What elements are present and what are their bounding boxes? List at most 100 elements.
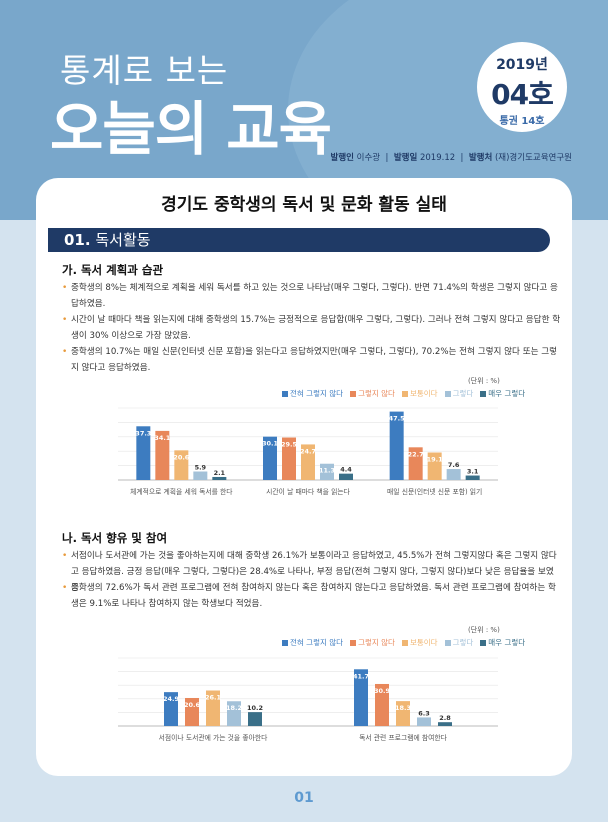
chart-bar <box>155 430 170 480</box>
org-label: 발행처 <box>468 153 493 163</box>
bullet-a-1-text: 중학생의 8%는 체계적으로 계획을 세워 독서를 하고 있는 것으로 나타남(… <box>71 283 558 309</box>
chart-bar <box>206 690 220 726</box>
bar-value-label: 29.5 <box>281 441 298 449</box>
chart-bar <box>185 697 199 726</box>
issue-volume: 통권 14호 <box>499 116 545 127</box>
legend-label: 그렇다 <box>452 638 474 647</box>
chart-bar <box>164 692 178 726</box>
bar-value-label: 22.7 <box>408 450 424 458</box>
legend-item: 매우 그렇다 <box>480 388 525 399</box>
bar-value-label: 4.4 <box>340 466 352 474</box>
chart-bar <box>465 475 480 480</box>
chart-bar <box>408 447 423 480</box>
legend-item: 그렇지 않다 <box>350 637 395 648</box>
bullet-a-2-text: 시간이 날 때마다 책을 읽는지에 대해 중학생의 15.7%는 긍정적으로 응… <box>71 315 561 341</box>
bar-value-label: 24.7 <box>300 447 316 455</box>
category-label: 매일 신문(인터넷 신문 포함) 읽기 <box>387 487 482 496</box>
chart-bar <box>212 476 227 480</box>
chart-bar <box>301 444 315 480</box>
legend-label: 매우 그렇다 <box>488 638 526 647</box>
publication-info: 발행인 이수광 | 발행일 2019.12 | 발행처 (재)경기도교육연구원 <box>330 153 573 163</box>
masthead: 통계로 보는 오늘의 교육 2019년 04호 통권 14호 발행인 이수광 |… <box>0 0 608 220</box>
masthead-title-large: 오늘의 교육 <box>50 95 332 163</box>
issue-year: 2019년 <box>496 57 548 73</box>
page-number: 01 <box>294 790 314 806</box>
publish-date: 2019.12 <box>419 153 456 163</box>
chart-bar <box>427 452 442 480</box>
bar-value-label: 20.6 <box>173 453 190 461</box>
masthead-title-small: 통계로 보는 <box>60 51 229 90</box>
issue-badge: 2019년 04호 통권 14호 <box>477 42 567 132</box>
chart1-legend: 전혀 그렇지 않다 그렇지 않다 보통이다 그렇다 매우 그렇다 <box>282 388 525 399</box>
legend-label: 그렇지 않다 <box>358 389 395 398</box>
chart-bar <box>227 701 241 726</box>
bar-value-label: 2.1 <box>214 469 226 477</box>
bullet-b-2-text: 중학생의 72.6%가 독서 관련 프로그램에 전혀 참여하지 않는다 혹은 참… <box>71 583 556 609</box>
section-title: 독서활동 <box>95 231 151 249</box>
bar-value-label: 3.1 <box>467 468 479 476</box>
legend-swatch <box>480 639 487 646</box>
legend-item: 전혀 그렇지 않다 <box>282 388 343 399</box>
bullet-a-3-text: 중학생의 10.7%는 매일 신문(인터넷 신문 포함)을 읽는다고 응답하였지… <box>71 347 558 373</box>
legend-item: 그렇지 않다 <box>350 388 395 399</box>
chart-bar <box>193 471 208 480</box>
legend-swatch <box>401 390 408 397</box>
legend-item: 그렇다 <box>444 637 474 648</box>
legend-item: 매우 그렇다 <box>480 637 525 648</box>
bar-value-label: 26.1 <box>205 694 222 702</box>
publisher-name: 이수광 <box>356 153 381 163</box>
legend-swatch <box>350 639 357 646</box>
bar-value-label: 7.6 <box>448 461 460 469</box>
bar-value-label: 34.1 <box>154 434 171 442</box>
chart-bar <box>248 712 262 726</box>
bar-value-label: 10.2 <box>247 704 263 712</box>
legend-item: 전혀 그렇지 않다 <box>282 637 343 648</box>
legend-item: 보통이다 <box>401 388 438 399</box>
section-number: 01. <box>64 231 91 249</box>
bullet-dot-icon: • <box>62 551 68 561</box>
legend-label: 보통이다 <box>409 638 438 647</box>
bar-value-label: 24.9 <box>163 695 180 703</box>
chart-bar <box>389 411 404 480</box>
bullet-a-3: • 중학생의 10.7%는 매일 신문(인터넷 신문 포함)을 읽는다고 응답하였… <box>62 344 562 376</box>
legend-label: 그렇지 않다 <box>358 638 395 647</box>
chart-bar <box>282 437 296 480</box>
chart-bar <box>136 426 151 480</box>
legend-item: 그렇다 <box>444 388 473 399</box>
bar-value-label: 37.3 <box>135 429 151 437</box>
legend-swatch <box>480 390 487 397</box>
legend-label: 전혀 그렇지 않다 <box>290 638 344 647</box>
bar-value-label: 6.3 <box>418 709 430 717</box>
date-label: 발행일 <box>393 153 418 163</box>
bullet-b-2: • 중학생의 72.6%가 독서 관련 프로그램에 전혀 참여하지 않는다 혹은 … <box>62 580 562 612</box>
bullet-b-1-text: 서점이나 도서관에 가는 것을 좋아하는지에 대해 중학생 26.1%가 보통이… <box>71 551 557 593</box>
bar-value-label: 19.1 <box>427 455 444 463</box>
bullet-dot-icon: • <box>62 315 68 325</box>
chart-bar <box>263 436 277 480</box>
legend-swatch <box>350 390 357 397</box>
bar-value-label: 18.3 <box>395 704 411 712</box>
category-label: 독서 관련 프로그램에 참여한다 <box>359 733 448 742</box>
legend-item: 보통이다 <box>401 637 438 648</box>
legend-label: 전혀 그렇지 않다 <box>290 389 344 398</box>
chart-bar <box>417 717 431 726</box>
bullet-a-2: • 시간이 날 때마다 책을 읽는지에 대해 중학생의 15.7%는 긍정적으로 … <box>62 312 562 344</box>
chart-bar <box>174 450 189 480</box>
chart-bar <box>375 683 389 726</box>
bullet-a-1: • 중학생의 8%는 체계적으로 계획을 세워 독서를 하고 있는 것으로 나타남… <box>62 280 562 312</box>
bullet-dot-icon: • <box>62 347 68 357</box>
bar-value-label: 20.6 <box>184 701 201 709</box>
chart-bar <box>320 463 334 480</box>
legend-swatch <box>444 390 451 397</box>
legend-swatch <box>282 639 288 646</box>
category-label: 서점이나 도서관에 가는 것을 좋아한다 <box>159 733 268 742</box>
bar-value-label: 47.5 <box>389 415 406 423</box>
chart-bar <box>396 701 410 726</box>
bar-value-label: 30.1 <box>262 440 279 448</box>
legend-swatch <box>282 390 288 397</box>
chart2-svg: 24.9 20.6 26.1 18.2 10.2 서점이나 도서관에 가는 것을 좋아한다… <box>118 657 498 742</box>
subsection-b-title: 나. 독서 향유 및 참여 <box>62 531 168 545</box>
bar-value-label: 41.7 <box>353 672 369 680</box>
chart2-legend: 전혀 그렇지 않다 그렇지 않다 보통이다 그렇다 매우 그렇다 <box>282 637 525 648</box>
page-title: 경기도 중학생의 독서 및 문화 활동 실태 <box>161 195 447 215</box>
